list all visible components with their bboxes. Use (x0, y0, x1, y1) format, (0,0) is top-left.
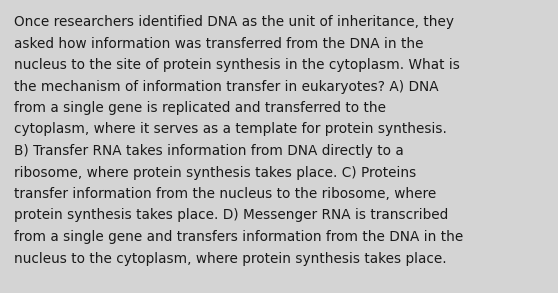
Text: nucleus to the site of protein synthesis in the cytoplasm. What is: nucleus to the site of protein synthesis… (14, 58, 460, 72)
Text: the mechanism of information transfer in eukaryotes? A) DNA: the mechanism of information transfer in… (14, 79, 439, 93)
Text: from a single gene and transfers information from the DNA in the: from a single gene and transfers informa… (14, 230, 463, 244)
Text: transfer information from the nucleus to the ribosome, where: transfer information from the nucleus to… (14, 187, 436, 201)
Text: asked how information was transferred from the DNA in the: asked how information was transferred fr… (14, 37, 424, 50)
Text: nucleus to the cytoplasm, where protein synthesis takes place.: nucleus to the cytoplasm, where protein … (14, 251, 446, 265)
Text: B) Transfer RNA takes information from DNA directly to a: B) Transfer RNA takes information from D… (14, 144, 404, 158)
Text: from a single gene is replicated and transferred to the: from a single gene is replicated and tra… (14, 101, 386, 115)
Text: ribosome, where protein synthesis takes place. C) Proteins: ribosome, where protein synthesis takes … (14, 166, 416, 180)
Text: Once researchers identified DNA as the unit of inheritance, they: Once researchers identified DNA as the u… (14, 15, 454, 29)
Text: cytoplasm, where it serves as a template for protein synthesis.: cytoplasm, where it serves as a template… (14, 122, 447, 137)
Text: protein synthesis takes place. D) Messenger RNA is transcribed: protein synthesis takes place. D) Messen… (14, 209, 448, 222)
